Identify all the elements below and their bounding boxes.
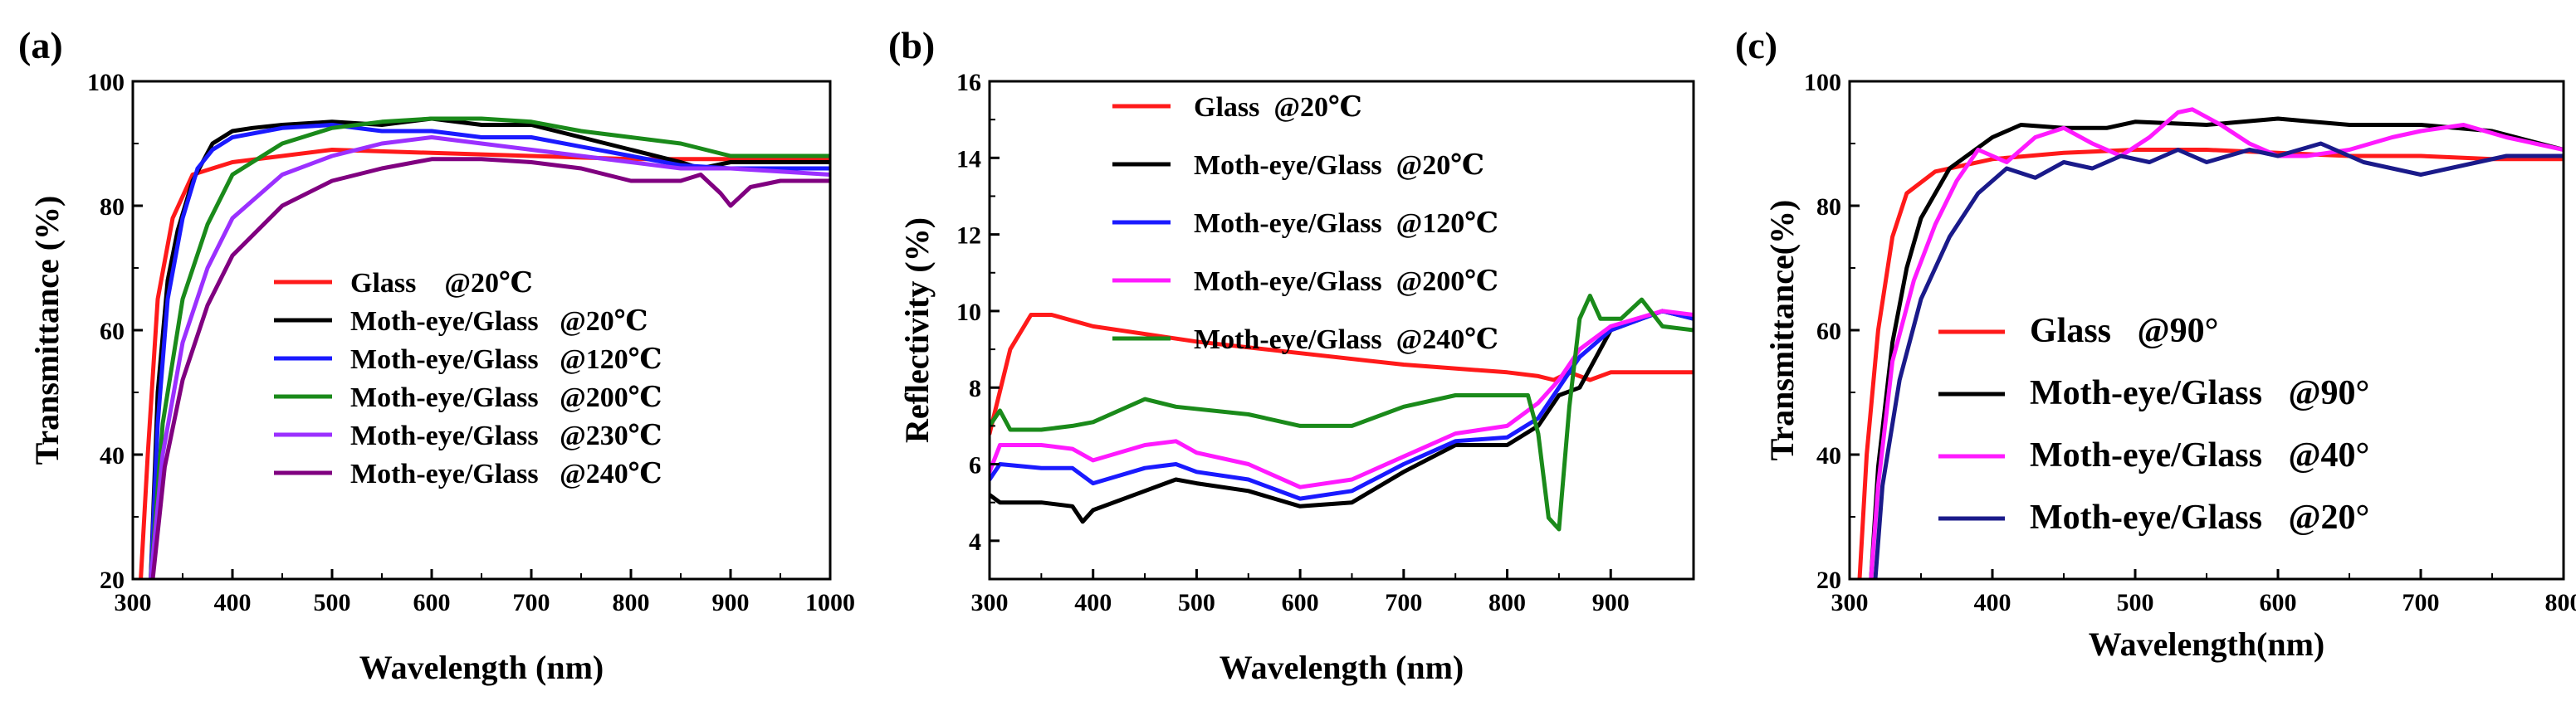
y-tick-label: 20: [1816, 567, 1841, 594]
x-tick-label: 300: [115, 589, 152, 616]
y-tick-label: 6: [969, 452, 981, 480]
series-line-3: [149, 123, 830, 579]
y-tick-label: 80: [1816, 193, 1841, 221]
legend-label: Moth-eye/Glass @240℃: [1194, 324, 1498, 355]
x-tick-label: 600: [2260, 589, 2297, 616]
panel-label: (b): [888, 24, 935, 66]
y-axis-label: Reflectivity (%): [898, 217, 936, 443]
x-tick-label: 900: [712, 589, 750, 616]
y-tick-label: 4: [969, 528, 981, 556]
x-tick-label: 400: [1074, 589, 1112, 616]
panel-label: (a): [18, 24, 63, 66]
legend: Glass @20℃ Moth-eye/Glass @20℃ Moth-eye/Gl…: [274, 268, 662, 489]
legend-label: Moth-eye/Glass @120℃: [350, 344, 662, 375]
series-line-5: [990, 294, 1694, 532]
y-axis-label: Transmittance (%): [28, 196, 66, 465]
x-tick-label: 700: [1385, 589, 1422, 616]
y-tick-label: 80: [100, 193, 125, 221]
y-tick-label: 40: [100, 442, 125, 470]
series-line-1: [990, 313, 1694, 436]
legend-label: Moth-eye/Glass @230℃: [350, 421, 662, 451]
x-tick-label: 800: [613, 589, 650, 616]
panel-c: 300 400 500 600 700 800 20 40 60 80 100 Wavelength(…: [1735, 24, 2576, 663]
y-tick-label: 10: [956, 299, 981, 326]
series-line-5: [149, 135, 830, 579]
x-tick-label: 500: [314, 589, 351, 616]
legend-label: Moth-eye/Glass @20°: [2030, 499, 2369, 537]
y-tick-label: 14: [956, 145, 981, 173]
legend-label: Moth-eye/Glass @90°: [2030, 374, 2369, 412]
y-tick-label: 40: [1816, 442, 1841, 470]
panel-a: 300 400 500 600 700 800 900 1000 20 40 60 80 100 Wave…: [18, 24, 855, 686]
legend-label: Moth-eye/Glass @20℃: [350, 306, 648, 337]
series-line-6: [150, 157, 830, 579]
legend: Glass @20℃ Moth-eye/Glass @20℃ Moth-eye/Gl…: [1112, 92, 1498, 355]
y-tick-label: 100: [87, 69, 125, 96]
legend-label: Glass @20℃: [350, 268, 533, 299]
legend-label: Moth-eye/Glass @40°: [2030, 436, 2369, 475]
x-tick-label: 400: [1974, 589, 2011, 616]
y-tick-label: 8: [969, 375, 981, 402]
y-tick-label: 60: [1816, 318, 1841, 345]
x-axis-label: Wavelength(nm): [2089, 626, 2324, 663]
x-tick-label: 400: [214, 589, 252, 616]
x-tick-label: 300: [971, 589, 1009, 616]
x-axis-label: Wavelength (nm): [359, 649, 604, 686]
legend-label: Glass @90°: [2030, 312, 2218, 350]
legend-label: Moth-eye/Glass @120℃: [1194, 208, 1498, 239]
x-tick-label: 700: [513, 589, 550, 616]
y-tick-label: 60: [100, 318, 125, 345]
series-line-3: [1869, 107, 2564, 579]
legend: Glass @90° Moth-eye/Glass @90° Moth-eye/Gl…: [1938, 312, 2369, 537]
legend-label: Glass @20℃: [1194, 92, 1362, 123]
x-tick-label: 500: [1178, 589, 1215, 616]
x-tick-label: 800: [1488, 589, 1526, 616]
x-tick-label: 1000: [805, 589, 855, 616]
panel-b: 300 400 500 600 700 800 900 4 6 8 10 12 14 16 Waveleng…: [888, 24, 1695, 686]
series-line-4: [1873, 141, 2564, 579]
series-line-4: [149, 116, 830, 579]
y-tick-label: 16: [956, 69, 981, 96]
x-tick-label: 700: [2402, 589, 2440, 616]
x-tick-label: 600: [1282, 589, 1319, 616]
series-line-1: [1857, 148, 2564, 579]
legend-label: Moth-eye/Glass @240℃: [350, 459, 662, 489]
x-axis-label: Wavelength (nm): [1220, 649, 1464, 686]
x-tick-label: 300: [1831, 589, 1869, 616]
y-tick-label: 100: [1804, 69, 1841, 96]
x-tick-label: 900: [1592, 589, 1630, 616]
x-tick-label: 500: [2117, 589, 2154, 616]
x-tick-label: 800: [2545, 589, 2576, 616]
x-tick-label: 600: [413, 589, 451, 616]
legend-label: Moth-eye/Glass @200℃: [350, 382, 662, 413]
panel-label: (c): [1735, 24, 1777, 66]
y-tick-label: 12: [956, 222, 981, 250]
y-tick-label: 20: [100, 567, 125, 594]
legend-label: Moth-eye/Glass @20℃: [1194, 150, 1484, 181]
y-axis-label: Transmittance(%): [1763, 200, 1801, 461]
plot-frame: [988, 80, 1695, 581]
legend-label: Moth-eye/Glass @200℃: [1194, 266, 1498, 297]
